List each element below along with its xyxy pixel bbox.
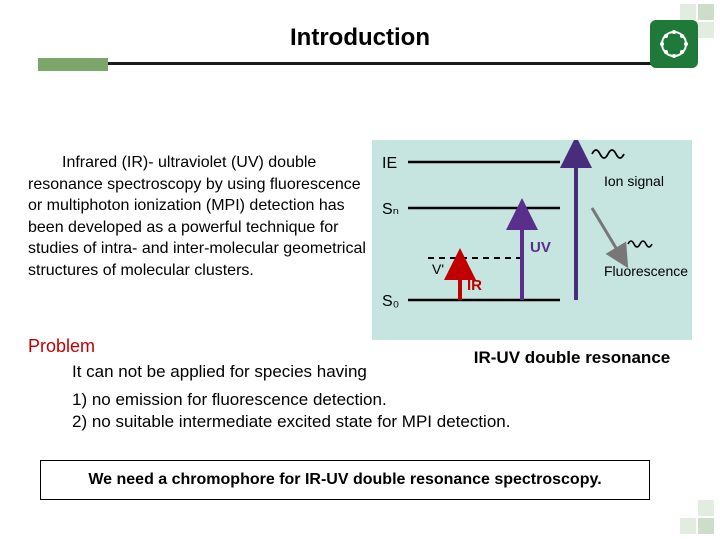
problem-item: 2) no suitable intermediate excited stat… bbox=[72, 412, 510, 432]
label-fluorescence: Fluorescence bbox=[604, 263, 688, 279]
label-IR: IR bbox=[467, 277, 482, 294]
title-rule bbox=[38, 62, 680, 65]
intro-paragraph: Infrared (IR)- ultraviolet (UV) double r… bbox=[28, 152, 376, 282]
deco-square bbox=[680, 4, 696, 20]
deco-square bbox=[698, 4, 714, 20]
label-ion-signal: Ion signal bbox=[604, 173, 664, 189]
label-IE: IE bbox=[382, 155, 397, 172]
diagram-caption: IR-UV double resonance bbox=[454, 348, 690, 368]
tohoku-logo bbox=[650, 20, 698, 68]
deco-square bbox=[680, 518, 696, 534]
accent-block bbox=[38, 58, 108, 71]
problem-intro: It can not be applied for species having bbox=[72, 362, 367, 382]
label-UV: UV bbox=[530, 239, 551, 256]
title-bar: Introduction bbox=[0, 0, 720, 70]
label-Vprime: V' bbox=[432, 261, 444, 277]
deco-square bbox=[698, 500, 714, 516]
energy-diagram: V' IE Sₙ S₀ IR bbox=[372, 140, 692, 340]
label-S0: S₀ bbox=[382, 293, 399, 310]
problem-item: 1) no emission for fluorescence detectio… bbox=[72, 390, 387, 410]
deco-square bbox=[698, 518, 714, 534]
problem-heading: Problem bbox=[28, 336, 95, 357]
deco-square bbox=[698, 22, 714, 38]
label-Sn: Sₙ bbox=[382, 201, 399, 218]
slide-title: Introduction bbox=[0, 24, 720, 52]
callout-box: We need a chromophore for IR-UV double r… bbox=[40, 460, 650, 500]
